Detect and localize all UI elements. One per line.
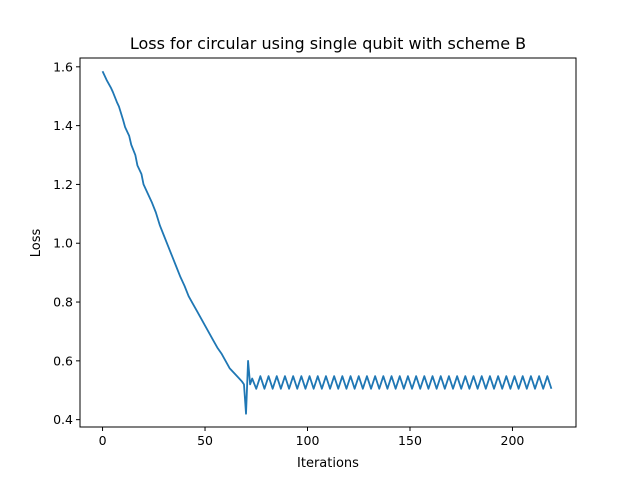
x-axis: 0 50 100 150 200: [99, 427, 525, 448]
y-axis: 0.4 0.6 0.8 1.0 1.2 1.4 1.6: [53, 59, 80, 427]
x-tick-label: 200: [501, 433, 525, 448]
x-tick-label: 150: [398, 433, 422, 448]
y-tick-label: 1.6: [53, 59, 73, 74]
y-tick-label: 0.4: [53, 412, 73, 427]
y-axis-label: Loss: [29, 229, 44, 258]
plot-area: [80, 58, 576, 427]
chart-title: Loss for circular using single qubit wit…: [130, 34, 526, 53]
loss-series-line: [101, 70, 553, 415]
y-tick-label: 0.8: [53, 295, 73, 310]
y-tick-label: 1.2: [53, 177, 73, 192]
x-tick-label: 50: [197, 433, 213, 448]
y-tick-label: 0.6: [53, 353, 73, 368]
x-axis-label: Iterations: [297, 456, 359, 471]
axes-frame: [79, 57, 577, 428]
x-tick-label: 0: [99, 433, 107, 448]
x-tick-label: 100: [296, 433, 320, 448]
y-tick-label: 1.0: [53, 236, 73, 251]
y-tick-label: 1.4: [53, 118, 73, 133]
